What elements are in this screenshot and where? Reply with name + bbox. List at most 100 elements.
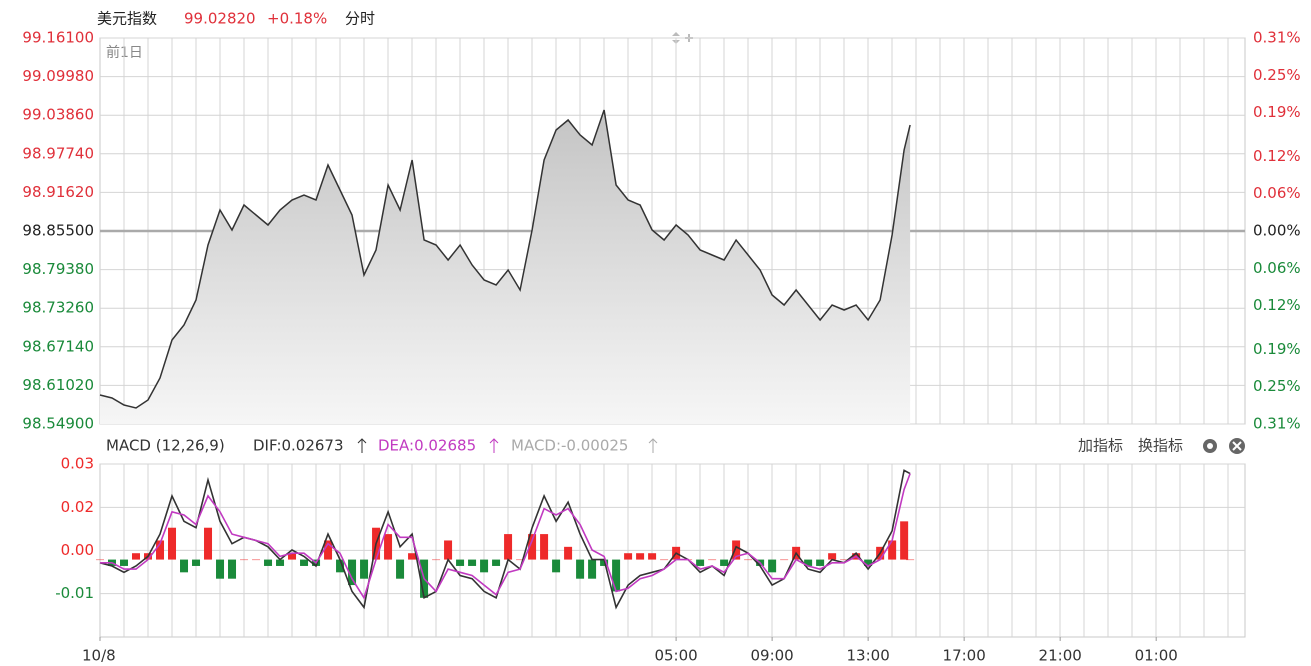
macd-bar bbox=[588, 559, 597, 579]
y2-tick-label: 0.31% bbox=[1253, 29, 1301, 47]
macd-bar bbox=[156, 540, 165, 560]
y-tick-label: 98.61020 bbox=[22, 376, 94, 394]
add-indicator-button[interactable]: 加指标 bbox=[1078, 437, 1123, 455]
macd-bar bbox=[864, 559, 873, 566]
y-tick-label: 0.03 bbox=[61, 455, 94, 473]
x-tick-label: 09:00 bbox=[751, 647, 794, 665]
macd-bar bbox=[480, 559, 489, 573]
macd-bar bbox=[228, 559, 237, 579]
x-tick-label: 05:00 bbox=[654, 647, 697, 665]
indicator-title: MACD (12,26,9) bbox=[106, 437, 225, 455]
macd-bar bbox=[432, 559, 441, 561]
macd-bar bbox=[456, 559, 465, 566]
macd-bar bbox=[576, 559, 585, 579]
y-tick-label: 99.16100 bbox=[22, 29, 94, 47]
arrow-icon bbox=[357, 438, 367, 453]
legend-entry: MACD:-0.00025 bbox=[511, 437, 628, 455]
macd-bar bbox=[288, 553, 297, 560]
indicator-line bbox=[99, 469, 911, 610]
switch-indicator-button[interactable]: 换指标 bbox=[1138, 437, 1183, 455]
macd-bar bbox=[540, 534, 549, 560]
y-tick-label: 98.67140 bbox=[22, 337, 94, 355]
y2-tick-label: 0.06% bbox=[1253, 184, 1301, 202]
macd-bar bbox=[708, 559, 717, 561]
macd-bar bbox=[528, 534, 537, 560]
y-tick-label: 98.79380 bbox=[22, 260, 94, 278]
macd-bar bbox=[348, 559, 357, 586]
macd-bar bbox=[468, 559, 477, 566]
macd-bar bbox=[612, 559, 621, 592]
macd-bar bbox=[906, 559, 915, 561]
y2-tick-label: 0.06% bbox=[1253, 259, 1301, 277]
y-tick-label: 98.54900 bbox=[22, 415, 94, 433]
macd-bar bbox=[768, 559, 777, 573]
x-tick-label: 13:00 bbox=[847, 647, 890, 665]
macd-bar bbox=[888, 540, 897, 560]
y2-tick-label: 0.31% bbox=[1253, 415, 1301, 433]
macd-bar bbox=[96, 559, 104, 561]
macd-bar bbox=[900, 521, 909, 560]
macd-bar bbox=[624, 553, 633, 560]
arrow-icon bbox=[648, 438, 658, 453]
price-line bbox=[99, 109, 911, 409]
macd-bar bbox=[300, 559, 309, 566]
y-tick-label: 0.00 bbox=[61, 541, 94, 559]
macd-bar bbox=[444, 540, 453, 560]
macd-bar bbox=[840, 559, 849, 561]
macd-bar bbox=[324, 540, 333, 560]
macd-bar bbox=[564, 546, 573, 560]
macd-bar bbox=[336, 559, 345, 573]
y2-tick-label: 0.12% bbox=[1253, 147, 1301, 165]
y-tick-label: -0.01 bbox=[55, 584, 94, 602]
macd-bar bbox=[780, 559, 789, 561]
macd-bar bbox=[216, 559, 225, 579]
legend-entry: DIF:0.02673 bbox=[253, 437, 344, 455]
x-tick-label: 10/8 bbox=[82, 647, 116, 665]
macd-bar bbox=[120, 559, 129, 566]
expand-icon[interactable] bbox=[672, 32, 680, 44]
macd-bar bbox=[492, 559, 501, 566]
y-tick-label: 98.97740 bbox=[22, 144, 94, 162]
macd-bar bbox=[804, 559, 813, 566]
macd-bar bbox=[504, 534, 513, 560]
macd-bar bbox=[816, 559, 825, 566]
macd-bar bbox=[696, 559, 705, 566]
macd-bar bbox=[732, 540, 741, 560]
y2-tick-label: 0.19% bbox=[1253, 340, 1301, 358]
settings-icon[interactable] bbox=[1203, 439, 1217, 453]
y-tick-label: 99.03860 bbox=[22, 106, 94, 124]
x-tick-label: 17:00 bbox=[943, 647, 986, 665]
macd-bar bbox=[828, 553, 837, 560]
y2-tick-label: 0.25% bbox=[1253, 377, 1301, 395]
y-tick-label: 99.09980 bbox=[22, 67, 94, 85]
y-tick-label: 0.02 bbox=[61, 498, 94, 516]
x-tick-label: 01:00 bbox=[1135, 647, 1178, 665]
macd-bar bbox=[744, 559, 753, 561]
macd-bar bbox=[552, 559, 561, 573]
macd-bar bbox=[360, 559, 369, 579]
macd-bar bbox=[132, 553, 141, 560]
macd-bar bbox=[252, 559, 261, 561]
macd-bar bbox=[648, 553, 657, 560]
x-tick-label: 21:00 bbox=[1039, 647, 1082, 665]
macd-bar bbox=[240, 559, 249, 561]
indicator-line bbox=[100, 473, 911, 600]
macd-bar bbox=[204, 527, 213, 560]
macd-bar bbox=[192, 559, 201, 566]
y-tick-label: 98.85500 bbox=[22, 222, 94, 240]
macd-bar bbox=[396, 559, 405, 579]
area-fill bbox=[100, 110, 911, 424]
macd-bar bbox=[384, 534, 393, 560]
mode-label[interactable]: 分时 bbox=[345, 10, 375, 28]
y-tick-label: 98.73260 bbox=[22, 299, 94, 317]
close-icon[interactable] bbox=[1229, 438, 1245, 454]
y-tick-label: 98.91620 bbox=[22, 183, 94, 201]
y2-tick-label: 0.00% bbox=[1253, 222, 1301, 240]
macd-bar bbox=[168, 527, 177, 560]
instrument-name: 美元指数 bbox=[97, 10, 157, 28]
y2-tick-label: 0.25% bbox=[1253, 66, 1301, 84]
change-percent: +0.18% bbox=[267, 10, 327, 28]
macd-bar bbox=[516, 559, 525, 561]
macd-bar bbox=[720, 559, 729, 566]
